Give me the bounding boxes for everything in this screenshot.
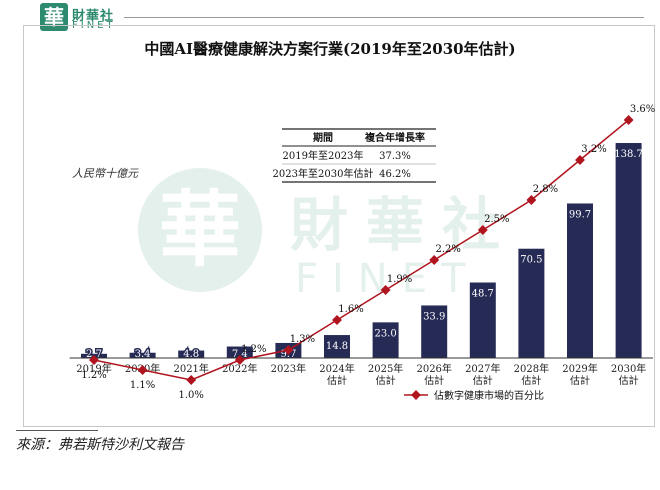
bar-6 — [324, 335, 350, 358]
bar-9 — [469, 282, 496, 358]
x-tick-label-8: 2026年估計 — [416, 362, 451, 387]
bar-value-label-10: 70.5 — [520, 255, 542, 266]
x-tick-label-5: 2023年 — [271, 362, 306, 375]
line-label-6: 1.6% — [338, 304, 363, 315]
cagr-row-2-rate: 46.2% — [379, 169, 411, 180]
cagr-header-period: 期間 — [313, 131, 333, 144]
cagr-table: 期間 複合年增長率 2019年至2023年 37.3% 2023年至2030年估… — [273, 128, 436, 183]
line-marker-5 — [283, 345, 294, 355]
line-marker-12 — [623, 115, 634, 125]
chart-frame — [23, 25, 655, 427]
line-label-12: 3.6% — [630, 104, 655, 115]
logo-seal: 華 — [40, 3, 68, 31]
bar-value-label-6: 14.8 — [326, 341, 348, 352]
line-label-3: 1.0% — [178, 390, 203, 401]
line-label-9: 2.5% — [484, 214, 509, 225]
cagr-row-1-rate: 37.3% — [379, 151, 411, 162]
line-marker-2 — [137, 365, 148, 375]
logo-name-cn: 財華社 — [72, 9, 115, 24]
line-label-2: 1.1% — [130, 380, 155, 391]
x-tick-label-3: 2021年 — [173, 362, 208, 375]
bar-2 — [129, 352, 156, 358]
line-marker-7 — [380, 285, 391, 295]
line-marker-4 — [234, 355, 245, 365]
bar-12 — [615, 143, 642, 358]
bar-4 — [226, 346, 253, 358]
x-tick-label-1: 2019年 — [76, 362, 111, 375]
bar-11 — [567, 203, 593, 358]
y-axis-label: 人民幣十億元 — [72, 167, 139, 180]
bar-value-label-8: 33.9 — [423, 311, 445, 322]
line-label-4: 1.2% — [241, 344, 266, 355]
x-tick-label-7: 2025年估計 — [368, 362, 403, 387]
line-label-10: 2.8% — [533, 184, 558, 195]
line-marker-3 — [186, 375, 197, 385]
percentage-line — [93, 119, 630, 381]
bar-10 — [518, 248, 545, 358]
line-label-7: 1.9% — [387, 274, 412, 285]
legend-marker — [411, 390, 421, 400]
bar-value-label-7: 23.0 — [374, 328, 396, 339]
legend-label: 佔數字健康市場的百分比 — [434, 389, 544, 402]
bar-value-label-9: 48.7 — [472, 289, 494, 300]
source-rule — [16, 430, 98, 431]
watermark-name-cn: 財華社 — [290, 191, 518, 259]
line-marker-11 — [575, 155, 585, 165]
x-tick-label-6: 2024年估計 — [319, 362, 354, 387]
line-label-5: 1.3% — [290, 334, 315, 345]
cagr-row-1-period: 2019年至2023年 — [283, 149, 364, 162]
bar-3 — [178, 350, 205, 358]
bar-7 — [372, 322, 399, 358]
cagr-header-rate: 複合年增長率 — [364, 131, 425, 144]
source-note: 來源：弗若斯特沙利文報告 — [16, 437, 184, 453]
bar-value-label-12: 138.7 — [614, 149, 643, 160]
legend: 佔數字健康市場的百分比 — [404, 389, 544, 402]
x-tick-label-11: 2029年估計 — [562, 362, 597, 387]
watermark-seal-ring — [138, 168, 262, 292]
watermark-seal: 華 — [159, 182, 241, 278]
percentage-line-series: 1.2% 1.1% 1.0% 1.2% 1.3% 1.6% 1.9% 2.2% 2.5% 2.8%… — [81, 104, 655, 401]
line-marker-8 — [429, 255, 440, 265]
x-tick-labels: 2019年2020年2021年2022年2023年2024年估計2025年估計2… — [76, 362, 646, 387]
x-tick-label-9: 2027年估計 — [465, 362, 500, 387]
line-label-1: 1.2% — [81, 370, 106, 381]
bar-8 — [421, 305, 448, 358]
x-tick-label-10: 2028年估計 — [514, 362, 549, 387]
cagr-row-2-period: 2023年至2030年估計 — [273, 167, 374, 180]
line-label-8: 2.2% — [435, 244, 460, 255]
watermark-name-en: FINET — [295, 256, 479, 302]
line-marker-10 — [526, 195, 537, 205]
x-tick-label-4: 2022年 — [222, 362, 257, 375]
bar-value-label-11: 99.7 — [569, 209, 591, 220]
line-marker-9 — [477, 225, 488, 235]
bar-series — [81, 143, 642, 358]
line-label-11: 3.2% — [581, 144, 606, 155]
watermark: 華 財華社 FINET — [138, 168, 518, 302]
line-marker-6 — [332, 315, 342, 325]
chart-title: 中國AI醫療健康解決方案行業(2019年至2030年估計) — [144, 40, 516, 58]
header-rule — [124, 17, 644, 18]
x-tick-label-12: 2030年估計 — [611, 362, 646, 387]
